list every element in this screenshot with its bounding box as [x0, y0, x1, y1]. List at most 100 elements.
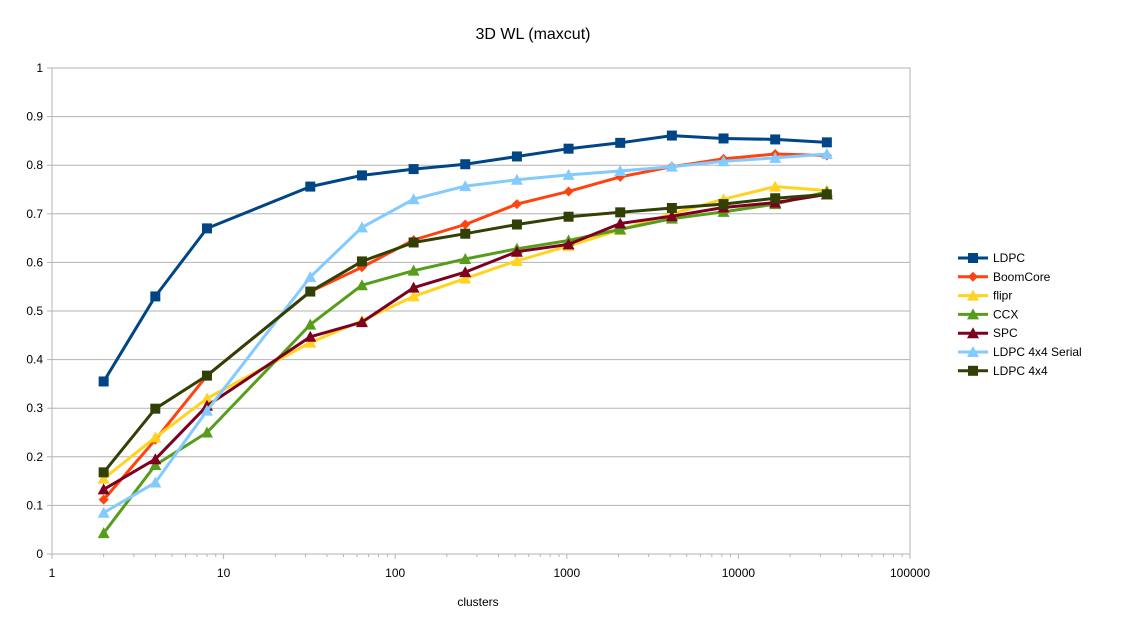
series-ldpc-4x4-serial [97, 148, 833, 518]
data-point-ldpc [305, 181, 316, 192]
data-point-flipr [200, 392, 213, 404]
data-point-ldpc-4x4-serial [200, 404, 213, 416]
data-point-ldpc-4x4 [201, 370, 212, 381]
data-point-ldpc-4x4 [615, 207, 626, 218]
x-tick-label: 1000 [553, 566, 580, 580]
legend-label: LDPC 4x4 Serial [993, 345, 1082, 359]
data-point-ldpc [615, 137, 626, 148]
data-point-ldpc [150, 291, 161, 302]
data-point-ldpc-4x4 [718, 199, 729, 210]
data-point-ldpc-4x4 [821, 189, 832, 200]
data-point-ldpc-4x4-serial [614, 165, 627, 177]
data-point-ldpc [563, 143, 574, 154]
data-point-ccx [614, 223, 627, 235]
data-point-ldpc-4x4 [150, 403, 161, 414]
data-point-flipr [304, 336, 317, 348]
legend-label: flipr [993, 289, 1012, 303]
data-point-ldpc-4x4 [356, 256, 367, 267]
data-point-ldpc-4x4 [460, 228, 471, 239]
y-axis-ticks: 0 0.1 0.2 0.3 0.4 0.5 0.6 0.7 0.8 0.9 1 [26, 61, 43, 561]
series-line-ldpc-4x4-serial [102, 152, 828, 514]
data-point-ccx [304, 318, 317, 330]
data-point-boomcore [511, 199, 522, 210]
legend: LDPC BoomCore flipr CCX SPC LDPC 4x4 Serial LD… [958, 251, 1082, 378]
data-point-spc [562, 238, 575, 250]
data-point-ldpc [201, 223, 212, 234]
data-point-ldpc-4x4-serial [149, 476, 162, 488]
legend-item-ldpc-4x4-serial: LDPC 4x4 Serial [958, 345, 1082, 359]
legend-swatch-marker [967, 289, 979, 301]
data-point-ldpc-4x4-serial [717, 155, 730, 167]
data-point-spc [149, 453, 162, 465]
data-point-ldpc [511, 151, 522, 162]
data-point-ldpc [666, 130, 677, 141]
legend-swatch-marker [967, 308, 979, 320]
data-point-flipr [407, 290, 420, 302]
data-point-flipr [459, 272, 472, 284]
x-tick-label: 1 [49, 566, 56, 580]
data-point-ldpc-4x4 [305, 286, 316, 297]
legend-swatch-marker [968, 365, 978, 376]
data-point-ldpc [356, 170, 367, 181]
y-tick-label: 0.7 [26, 207, 43, 221]
data-point-ldpc-4x4-serial [562, 168, 575, 180]
series-line-ldpc-4x4 [102, 192, 828, 474]
x-tick-label: 10 [217, 566, 231, 580]
y-tick-label: 0.8 [26, 158, 43, 172]
data-point-ldpc-4x4-serial [820, 148, 833, 160]
legend-item-ldpc-4x4: LDPC 4x4 [958, 364, 1048, 378]
x-axis-label: clusters [457, 595, 498, 609]
y-tick-label: 0.5 [26, 304, 43, 318]
data-point-ldpc [821, 137, 832, 148]
data-point-ldpc [98, 376, 109, 387]
data-point-ldpc-4x4-serial [459, 180, 472, 192]
data-point-ldpc [408, 164, 419, 175]
data-point-boomcore [563, 186, 574, 197]
x-tick-label: 100000 [890, 566, 930, 580]
legend-label: LDPC 4x4 [993, 364, 1048, 378]
data-point-spc [407, 281, 420, 293]
data-point-spc [97, 483, 110, 495]
data-point-ldpc [770, 134, 781, 145]
y-tick-label: 0.4 [26, 353, 43, 367]
x-axis-ticks: 1 10 100 1000 10000 100000 [49, 566, 931, 580]
y-tick-label: 0 [36, 547, 43, 561]
legend-label: CCX [993, 307, 1018, 321]
data-point-ccx [200, 426, 213, 438]
series-line-ldpc [102, 134, 827, 383]
legend-item-spc: SPC [958, 326, 1018, 340]
legend-label: BoomCore [993, 270, 1051, 284]
data-point-ldpc [718, 133, 729, 144]
series-line-spc [102, 192, 828, 491]
data-point-ldpc-4x4 [408, 237, 419, 248]
series-group [97, 130, 833, 539]
data-point-ldpc-4x4-serial [97, 506, 110, 518]
data-point-ccx [97, 527, 110, 539]
data-point-ldpc-4x4-serial [769, 151, 782, 163]
data-point-ccx [355, 279, 368, 291]
chart-title: 3D WL (maxcut) [476, 26, 591, 43]
y-tick-label: 0.1 [26, 498, 43, 512]
y-tick-label: 1 [36, 61, 43, 75]
data-point-spc [459, 266, 472, 278]
series-ccx [97, 185, 833, 539]
legend-item-ldpc: LDPC [958, 251, 1025, 265]
data-point-flipr [149, 431, 162, 443]
legend-swatch-marker [967, 346, 979, 357]
data-point-ccx [149, 459, 162, 471]
data-point-ldpc [460, 159, 471, 170]
data-point-ldpc-4x4 [666, 202, 677, 213]
legend-swatch-marker [967, 327, 979, 339]
legend-swatch-marker [968, 271, 978, 282]
data-point-flipr [510, 254, 523, 266]
series-line-ccx [102, 190, 828, 535]
data-point-ldpc-4x4-serial [510, 173, 523, 185]
data-point-spc [304, 330, 317, 342]
x-tick-label: 100 [385, 566, 405, 580]
data-point-flipr [97, 472, 110, 484]
legend-label: LDPC [993, 251, 1025, 265]
data-point-ldpc-4x4-serial [304, 270, 317, 282]
y-tick-label: 0.9 [26, 110, 43, 124]
plot-frame [51, 67, 911, 555]
